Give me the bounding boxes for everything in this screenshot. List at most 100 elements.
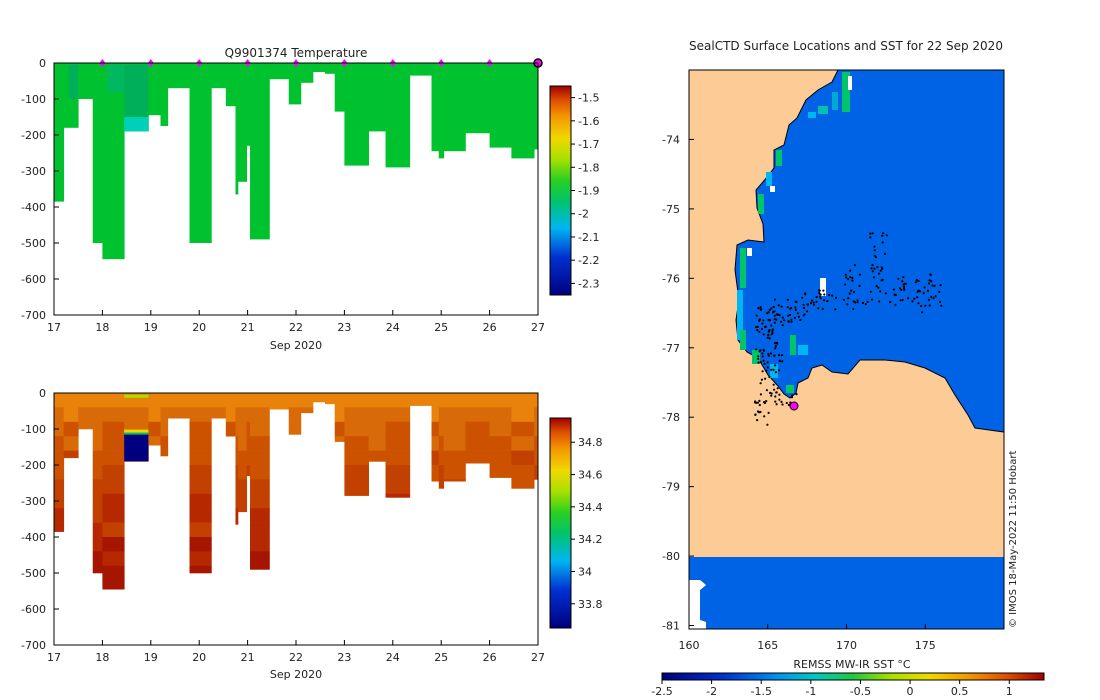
salinity-cell — [54, 508, 65, 523]
seal-location-dot — [795, 300, 798, 304]
colorbar-tick-label: 33.8 — [578, 598, 603, 611]
seal-location-dot — [766, 423, 769, 426]
seal-location-dot — [774, 371, 778, 374]
salinity-cell — [237, 407, 248, 423]
temperature-profile — [225, 63, 236, 107]
salinity-cell — [246, 436, 251, 451]
salinity-cell — [250, 450, 270, 466]
salinity-cell — [431, 393, 440, 408]
salinity-cell — [92, 508, 103, 523]
temperature-profile — [368, 63, 386, 132]
salinity-cell — [92, 465, 103, 480]
sst-colorbar-tick-label: -1.5 — [750, 685, 771, 698]
salinity-cell — [148, 436, 161, 446]
salinity-cell — [334, 436, 345, 442]
seal-location-dot — [897, 277, 900, 280]
seal-location-dot — [846, 303, 849, 306]
seal-location-dot — [775, 318, 778, 321]
salinity-cell — [511, 407, 535, 423]
seal-location-dot — [913, 297, 916, 300]
seal-location-dot — [878, 300, 881, 303]
salinity-cell — [443, 436, 466, 451]
seal-location-dot — [771, 330, 774, 333]
salinity-panel: 17 18 19 20 21 22 23 24 25 26 27 0 -100 -200 -300 -400… — [21, 387, 602, 681]
seal-location-dot — [927, 282, 931, 285]
seal-location-dot — [852, 291, 856, 294]
salinity-cell — [534, 465, 539, 480]
seal-location-dot — [871, 232, 874, 235]
seal-location-dot — [815, 296, 818, 299]
seal-location-dot — [926, 289, 930, 292]
seal-location-dot — [802, 303, 805, 306]
temperature-x-label: Sep 2020 — [270, 339, 322, 352]
salinity-cell — [438, 393, 445, 408]
salinity-cell — [385, 436, 411, 451]
temperature-profile — [92, 63, 103, 243]
y-tick-label: -100 — [21, 423, 46, 436]
coastal-sst-cells — [737, 72, 852, 393]
seal-location-dot — [848, 292, 851, 295]
seal-location-dot — [770, 394, 773, 397]
salinity-cell — [124, 394, 149, 398]
seal-location-dot — [772, 383, 775, 386]
salinity-cell — [54, 522, 65, 532]
salinity-cell — [102, 522, 125, 538]
seal-location-dot — [771, 332, 774, 335]
seal-location-dot — [775, 403, 778, 406]
salinity-cell — [54, 450, 65, 466]
salinity-cell — [344, 465, 369, 480]
salinity-cell — [54, 421, 65, 437]
seal-location-dot — [928, 279, 931, 282]
salinity-cell — [78, 407, 94, 423]
salinity-cell — [102, 407, 125, 423]
x-tick-label: 26 — [483, 651, 497, 664]
salinity-cell — [189, 522, 212, 538]
seal-location-dot — [757, 355, 760, 358]
sst-colorbar-tick-label: -2.5 — [651, 685, 672, 698]
salinity-cell — [237, 450, 248, 466]
seal-ctd-locations — [754, 232, 943, 426]
seal-location-dot — [871, 264, 874, 267]
salinity-cell — [489, 407, 512, 423]
seal-location-dot — [764, 377, 767, 380]
seal-location-dot — [780, 320, 783, 323]
salinity-cell — [300, 393, 314, 408]
salinity-cell — [534, 450, 539, 466]
seal-location-dot — [765, 369, 768, 372]
salinity-cell — [511, 479, 535, 489]
seal-location-dot — [907, 297, 910, 300]
salinity-cell — [102, 493, 125, 509]
salinity-cell — [250, 522, 270, 538]
seal-location-dot — [894, 303, 897, 306]
seal-location-dot — [765, 400, 768, 403]
seal-location-dot — [777, 369, 781, 372]
x-tick-label: 17 — [47, 651, 61, 664]
salinity-cell — [102, 479, 125, 495]
seal-location-dot — [790, 318, 793, 321]
seal-location-dot — [762, 359, 765, 362]
salinity-cell — [368, 407, 386, 423]
salinity-cell — [63, 450, 79, 459]
salinity-cell — [237, 508, 248, 513]
temperature-x-ticks: 17 18 19 20 21 22 23 24 25 26 27 — [47, 310, 545, 334]
x-tick-label: 22 — [289, 651, 303, 664]
seal-location-dot — [793, 316, 797, 319]
x-tick-label: 21 — [241, 321, 255, 334]
salinity-cell — [78, 421, 94, 430]
salinity-cell — [160, 393, 169, 408]
map-y-tick-label: -81 — [662, 620, 680, 633]
seal-location-dot — [917, 279, 920, 283]
temperature-profile — [78, 63, 94, 99]
seal-location-dot — [763, 362, 766, 365]
seal-location-dot — [872, 276, 876, 279]
seal-location-dot — [805, 310, 809, 313]
y-tick-label: -600 — [21, 603, 46, 616]
salinity-cell — [54, 436, 65, 451]
seal-location-dot — [778, 393, 781, 396]
map-x-ticks: 160 165 170 175 — [679, 624, 936, 652]
seal-location-dot — [758, 330, 761, 333]
seal-location-dot — [766, 361, 769, 364]
seal-location-dot — [901, 280, 904, 283]
temperature-profile — [102, 63, 125, 260]
seal-location-dot — [769, 352, 773, 355]
